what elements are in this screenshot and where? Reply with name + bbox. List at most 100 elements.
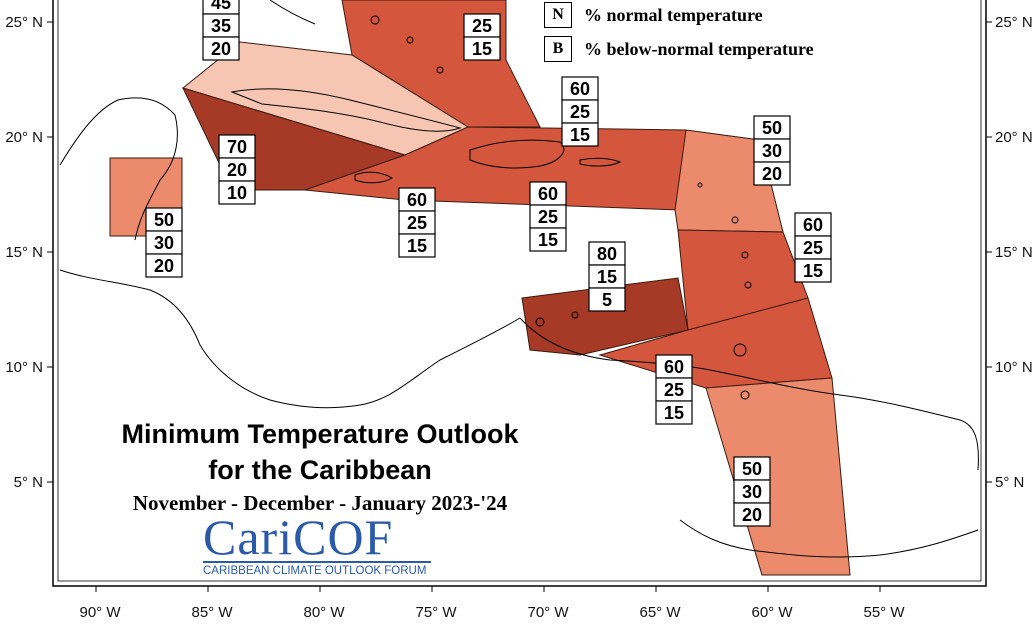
above-normal-value: 60 xyxy=(538,184,558,204)
above-normal-value: 60 xyxy=(570,79,590,99)
probability-cell xyxy=(218,180,256,205)
probability-box: 45 35 20 xyxy=(202,0,240,61)
x-tick-label: 75° W xyxy=(415,604,457,621)
coastlines xyxy=(59,0,979,558)
logo-tagline: CARIBBEAN CLIMATE OUTLOOK FORUM xyxy=(203,565,427,577)
x-tick-label: 80° W xyxy=(303,604,345,621)
region-abc xyxy=(521,277,689,356)
x-tick-label: 90° W xyxy=(79,604,121,621)
legend-text-normal: % normal temperature xyxy=(584,5,763,25)
normal-value: 25 xyxy=(803,238,823,258)
y-axis-labels-right: 25° N 20° N 15° N 10° N 5° N xyxy=(995,14,1033,491)
normal-value: 25 xyxy=(407,213,427,233)
legend-text-below: % below-normal temperature xyxy=(584,39,814,59)
y-tick-label: 10° N xyxy=(995,359,1033,376)
probability-box: 50 30 20 xyxy=(145,207,183,278)
legend-key-normal: N xyxy=(544,2,572,28)
y-tick-label: 5° N xyxy=(14,474,43,491)
probability-cell xyxy=(145,253,183,278)
axis-ticks xyxy=(47,21,992,592)
logo-part2: COF xyxy=(293,509,394,565)
coast-jamaica xyxy=(354,171,393,184)
above-normal-value: 50 xyxy=(762,118,782,138)
below-normal-value: 15 xyxy=(803,261,823,281)
probability-box: 60 25 15 xyxy=(655,354,693,425)
probability-box: 70 20 10 xyxy=(218,134,256,205)
below-normal-value: 15 xyxy=(538,230,558,250)
coast-yucatan xyxy=(59,97,178,241)
probability-cell xyxy=(529,227,567,252)
below-normal-value: 20 xyxy=(742,505,762,525)
probability-boxes: 2515453520702010503020602515602515602515… xyxy=(145,0,832,527)
below-normal-value: 15 xyxy=(664,403,684,423)
island xyxy=(697,182,703,188)
coast-puerto-rico xyxy=(579,157,622,167)
map-title: Minimum Temperature Outlook xyxy=(121,419,519,449)
normal-value: 25 xyxy=(570,102,590,122)
x-tick-label: 70° W xyxy=(527,604,569,621)
legend-key-below: B xyxy=(544,36,572,62)
above-normal-value: 50 xyxy=(154,210,174,230)
normal-value: 30 xyxy=(762,141,782,161)
coast-colombia-venezuela xyxy=(519,317,979,471)
probability-box: 60 25 15 xyxy=(398,187,436,258)
below-normal-value: 5 xyxy=(602,290,612,310)
coast-cuba xyxy=(230,88,462,132)
map-title-line2: for the Caribbean xyxy=(208,455,432,485)
island xyxy=(740,390,750,400)
x-tick-label: 85° W xyxy=(191,604,233,621)
caricof-logo: CariCOF xyxy=(203,512,393,562)
small-islands xyxy=(370,15,752,400)
probability-cell xyxy=(463,36,501,61)
above-normal-value: 60 xyxy=(664,357,684,377)
below-normal-value: 20 xyxy=(211,39,231,59)
probability-box: 80 15 5 xyxy=(588,241,626,312)
island xyxy=(406,36,414,44)
map-inner-frame xyxy=(57,0,982,582)
above-normal-value: 50 xyxy=(742,459,762,479)
y-tick-label: 25° N xyxy=(5,14,43,31)
coast-south-america xyxy=(679,519,979,558)
island xyxy=(370,15,380,25)
y-tick-label: 20° N xyxy=(5,129,43,146)
above-normal-value: 60 xyxy=(407,190,427,210)
island xyxy=(731,216,739,224)
below-normal-value: 15 xyxy=(407,236,427,256)
above-normal-value: 70 xyxy=(227,137,247,157)
above-normal-value: 60 xyxy=(803,215,823,235)
above-normal-value: 80 xyxy=(597,244,617,264)
map-frame xyxy=(52,0,987,587)
probability-cell xyxy=(753,161,791,186)
x-tick-label: 55° W xyxy=(863,604,905,621)
map-period: November - December - January 2023-'24 xyxy=(132,491,508,515)
probability-cell xyxy=(202,36,240,61)
x-axis-labels: 90° W 85° W 80° W 75° W 70° W 65° W 60° … xyxy=(79,604,905,621)
coast-florida xyxy=(269,0,316,25)
probability-box: 60 25 15 xyxy=(794,212,832,283)
probability-cell xyxy=(655,400,693,425)
probability-cell xyxy=(561,122,599,147)
above-normal-value: 45 xyxy=(211,0,231,13)
island xyxy=(733,343,747,357)
normal-value: 30 xyxy=(154,233,174,253)
probability-box: 50 30 20 xyxy=(753,115,791,186)
probability-box: 60 25 15 xyxy=(529,181,567,252)
x-tick-label: 60° W xyxy=(751,604,793,621)
normal-value: 20 xyxy=(227,160,247,180)
below-normal-value: 20 xyxy=(762,164,782,184)
probability-cell xyxy=(733,502,771,527)
x-tick-label: 65° W xyxy=(639,604,681,621)
island xyxy=(571,311,579,319)
island xyxy=(436,66,444,74)
y-axis-labels-left: 25° N 20° N 15° N 10° N 5° N xyxy=(5,14,43,491)
probability-box: 50 30 20 xyxy=(733,456,771,527)
y-tick-label: 15° N xyxy=(5,244,43,261)
normal-value: 25 xyxy=(538,207,558,227)
island xyxy=(741,251,749,259)
coast-central-america xyxy=(59,269,521,409)
outlook-regions xyxy=(109,0,851,576)
region-guianas xyxy=(705,377,851,576)
logo-part1: Cari xyxy=(203,509,294,565)
